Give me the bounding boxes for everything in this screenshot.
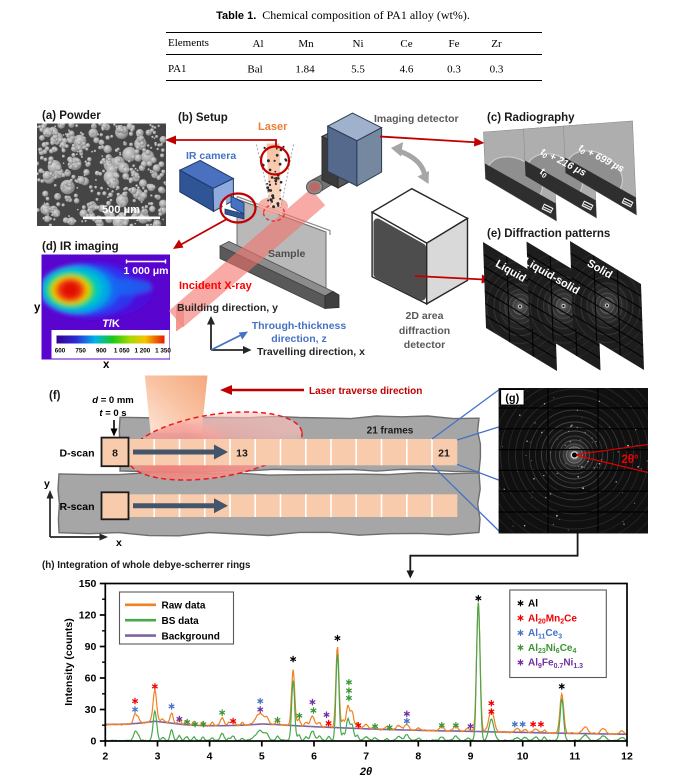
svg-text:8: 8 xyxy=(415,751,421,763)
svg-text:(e) Diffraction patterns: (e) Diffraction patterns xyxy=(487,228,610,240)
svg-text:(h) Integration of whole debye: (h) Integration of whole debye-scherrer … xyxy=(42,560,251,571)
svg-text:Al23​Ni6​Ce4​: Al23​Ni6​Ce4​ xyxy=(528,643,577,655)
svg-text:y: y xyxy=(44,478,50,490)
svg-text:(f): (f) xyxy=(49,390,61,402)
svg-text:6: 6 xyxy=(311,751,317,763)
svg-text:5.5: 5.5 xyxy=(351,64,365,76)
svg-text:(d) IR imaging: (d) IR imaging xyxy=(42,241,119,253)
svg-text:13: 13 xyxy=(236,448,248,460)
svg-text:1 000 μm: 1 000 μm xyxy=(124,265,169,277)
svg-text:d = 0 mm: d = 0 mm xyxy=(92,395,133,406)
svg-text:R-scan: R-scan xyxy=(59,501,94,513)
svg-text:8: 8 xyxy=(112,448,118,460)
svg-text:4.6: 4.6 xyxy=(400,64,414,76)
svg-text:11: 11 xyxy=(569,751,580,763)
svg-text:BS data: BS data xyxy=(162,616,200,627)
svg-text:direction, z: direction, z xyxy=(271,333,326,345)
svg-text:60: 60 xyxy=(85,673,97,685)
svg-text:9: 9 xyxy=(468,751,474,763)
svg-text:4: 4 xyxy=(207,751,213,763)
svg-text:Building direction, y: Building direction, y xyxy=(177,302,278,314)
svg-text:Through-thickness: Through-thickness xyxy=(252,320,347,332)
svg-text:x: x xyxy=(103,359,110,371)
svg-text:12: 12 xyxy=(621,751,633,763)
svg-text:D-scan: D-scan xyxy=(59,448,94,460)
svg-text:diffraction: diffraction xyxy=(399,325,450,337)
svg-text:Ni: Ni xyxy=(353,38,364,50)
svg-text:(g): (g) xyxy=(505,393,519,405)
svg-text:Al11​Ce3​: Al11​Ce3​ xyxy=(528,628,562,640)
svg-text:2θ: 2θ xyxy=(359,766,372,778)
svg-text:1.84: 1.84 xyxy=(295,64,315,76)
svg-text:detector: detector xyxy=(404,339,445,351)
svg-text:t0: t0 xyxy=(537,166,549,180)
svg-text:x: x xyxy=(116,537,122,549)
svg-text:Ce: Ce xyxy=(400,38,412,50)
svg-text:Intensity (counts): Intensity (counts) xyxy=(63,618,75,706)
svg-text:3: 3 xyxy=(155,751,161,763)
svg-text:2: 2 xyxy=(102,751,108,763)
svg-text:Travelling direction, x: Travelling direction, x xyxy=(257,346,365,358)
svg-text:900: 900 xyxy=(96,348,107,355)
svg-text:(b) Setup: (b) Setup xyxy=(178,112,228,124)
svg-text:t = 0 s: t = 0 s xyxy=(99,408,126,419)
svg-text:750: 750 xyxy=(75,348,86,355)
svg-text:Incident X-ray: Incident X-ray xyxy=(179,280,253,292)
svg-text:(c) Radiography: (c) Radiography xyxy=(487,112,575,124)
svg-text:Raw data: Raw data xyxy=(162,601,206,612)
svg-text:0.3: 0.3 xyxy=(490,64,504,76)
svg-text:Fe: Fe xyxy=(449,38,460,50)
svg-text:7: 7 xyxy=(363,751,369,763)
svg-text:21: 21 xyxy=(438,448,450,460)
svg-text:Imaging detector: Imaging detector xyxy=(374,113,459,125)
svg-text:21 frames: 21 frames xyxy=(367,426,414,437)
svg-text:Al: Al xyxy=(528,599,538,610)
svg-text:Mn: Mn xyxy=(298,38,314,50)
svg-text:Al20​Mn2​Ce: Al20​Mn2​Ce xyxy=(528,613,577,625)
svg-text:500 μm: 500 μm xyxy=(102,204,140,216)
svg-text:2D area: 2D area xyxy=(406,310,444,322)
svg-text:T/K: T/K xyxy=(102,318,120,330)
svg-text:90: 90 xyxy=(85,641,97,653)
svg-text:600: 600 xyxy=(55,348,66,355)
svg-text:120: 120 xyxy=(79,610,97,622)
svg-text:10: 10 xyxy=(517,751,529,763)
svg-text:Background: Background xyxy=(162,631,220,642)
svg-text:Al9​Fe0.7​Ni1.3​: Al9​Fe0.7​Ni1.3​ xyxy=(528,658,583,670)
svg-text:Bal: Bal xyxy=(247,64,262,76)
svg-text:5: 5 xyxy=(259,751,265,763)
svg-text:150: 150 xyxy=(79,578,97,590)
svg-text:30: 30 xyxy=(85,704,97,716)
svg-text:1 200: 1 200 xyxy=(135,348,151,355)
svg-text:0: 0 xyxy=(90,736,96,748)
svg-text:Al: Al xyxy=(253,38,264,50)
svg-text:Zr: Zr xyxy=(491,38,502,50)
svg-text:IR camera: IR camera xyxy=(186,150,236,162)
svg-text:(a) Powder: (a) Powder xyxy=(42,110,101,122)
svg-text:2θ°: 2θ° xyxy=(621,454,639,466)
svg-text:0.3: 0.3 xyxy=(447,64,461,76)
svg-text:y: y xyxy=(34,302,41,314)
svg-text:Laser traverse direction: Laser traverse direction xyxy=(309,386,422,397)
svg-text:1 350: 1 350 xyxy=(155,348,171,355)
svg-text:1 050: 1 050 xyxy=(114,348,130,355)
svg-text:Sample: Sample xyxy=(268,248,306,260)
svg-text:Laser: Laser xyxy=(258,121,288,133)
